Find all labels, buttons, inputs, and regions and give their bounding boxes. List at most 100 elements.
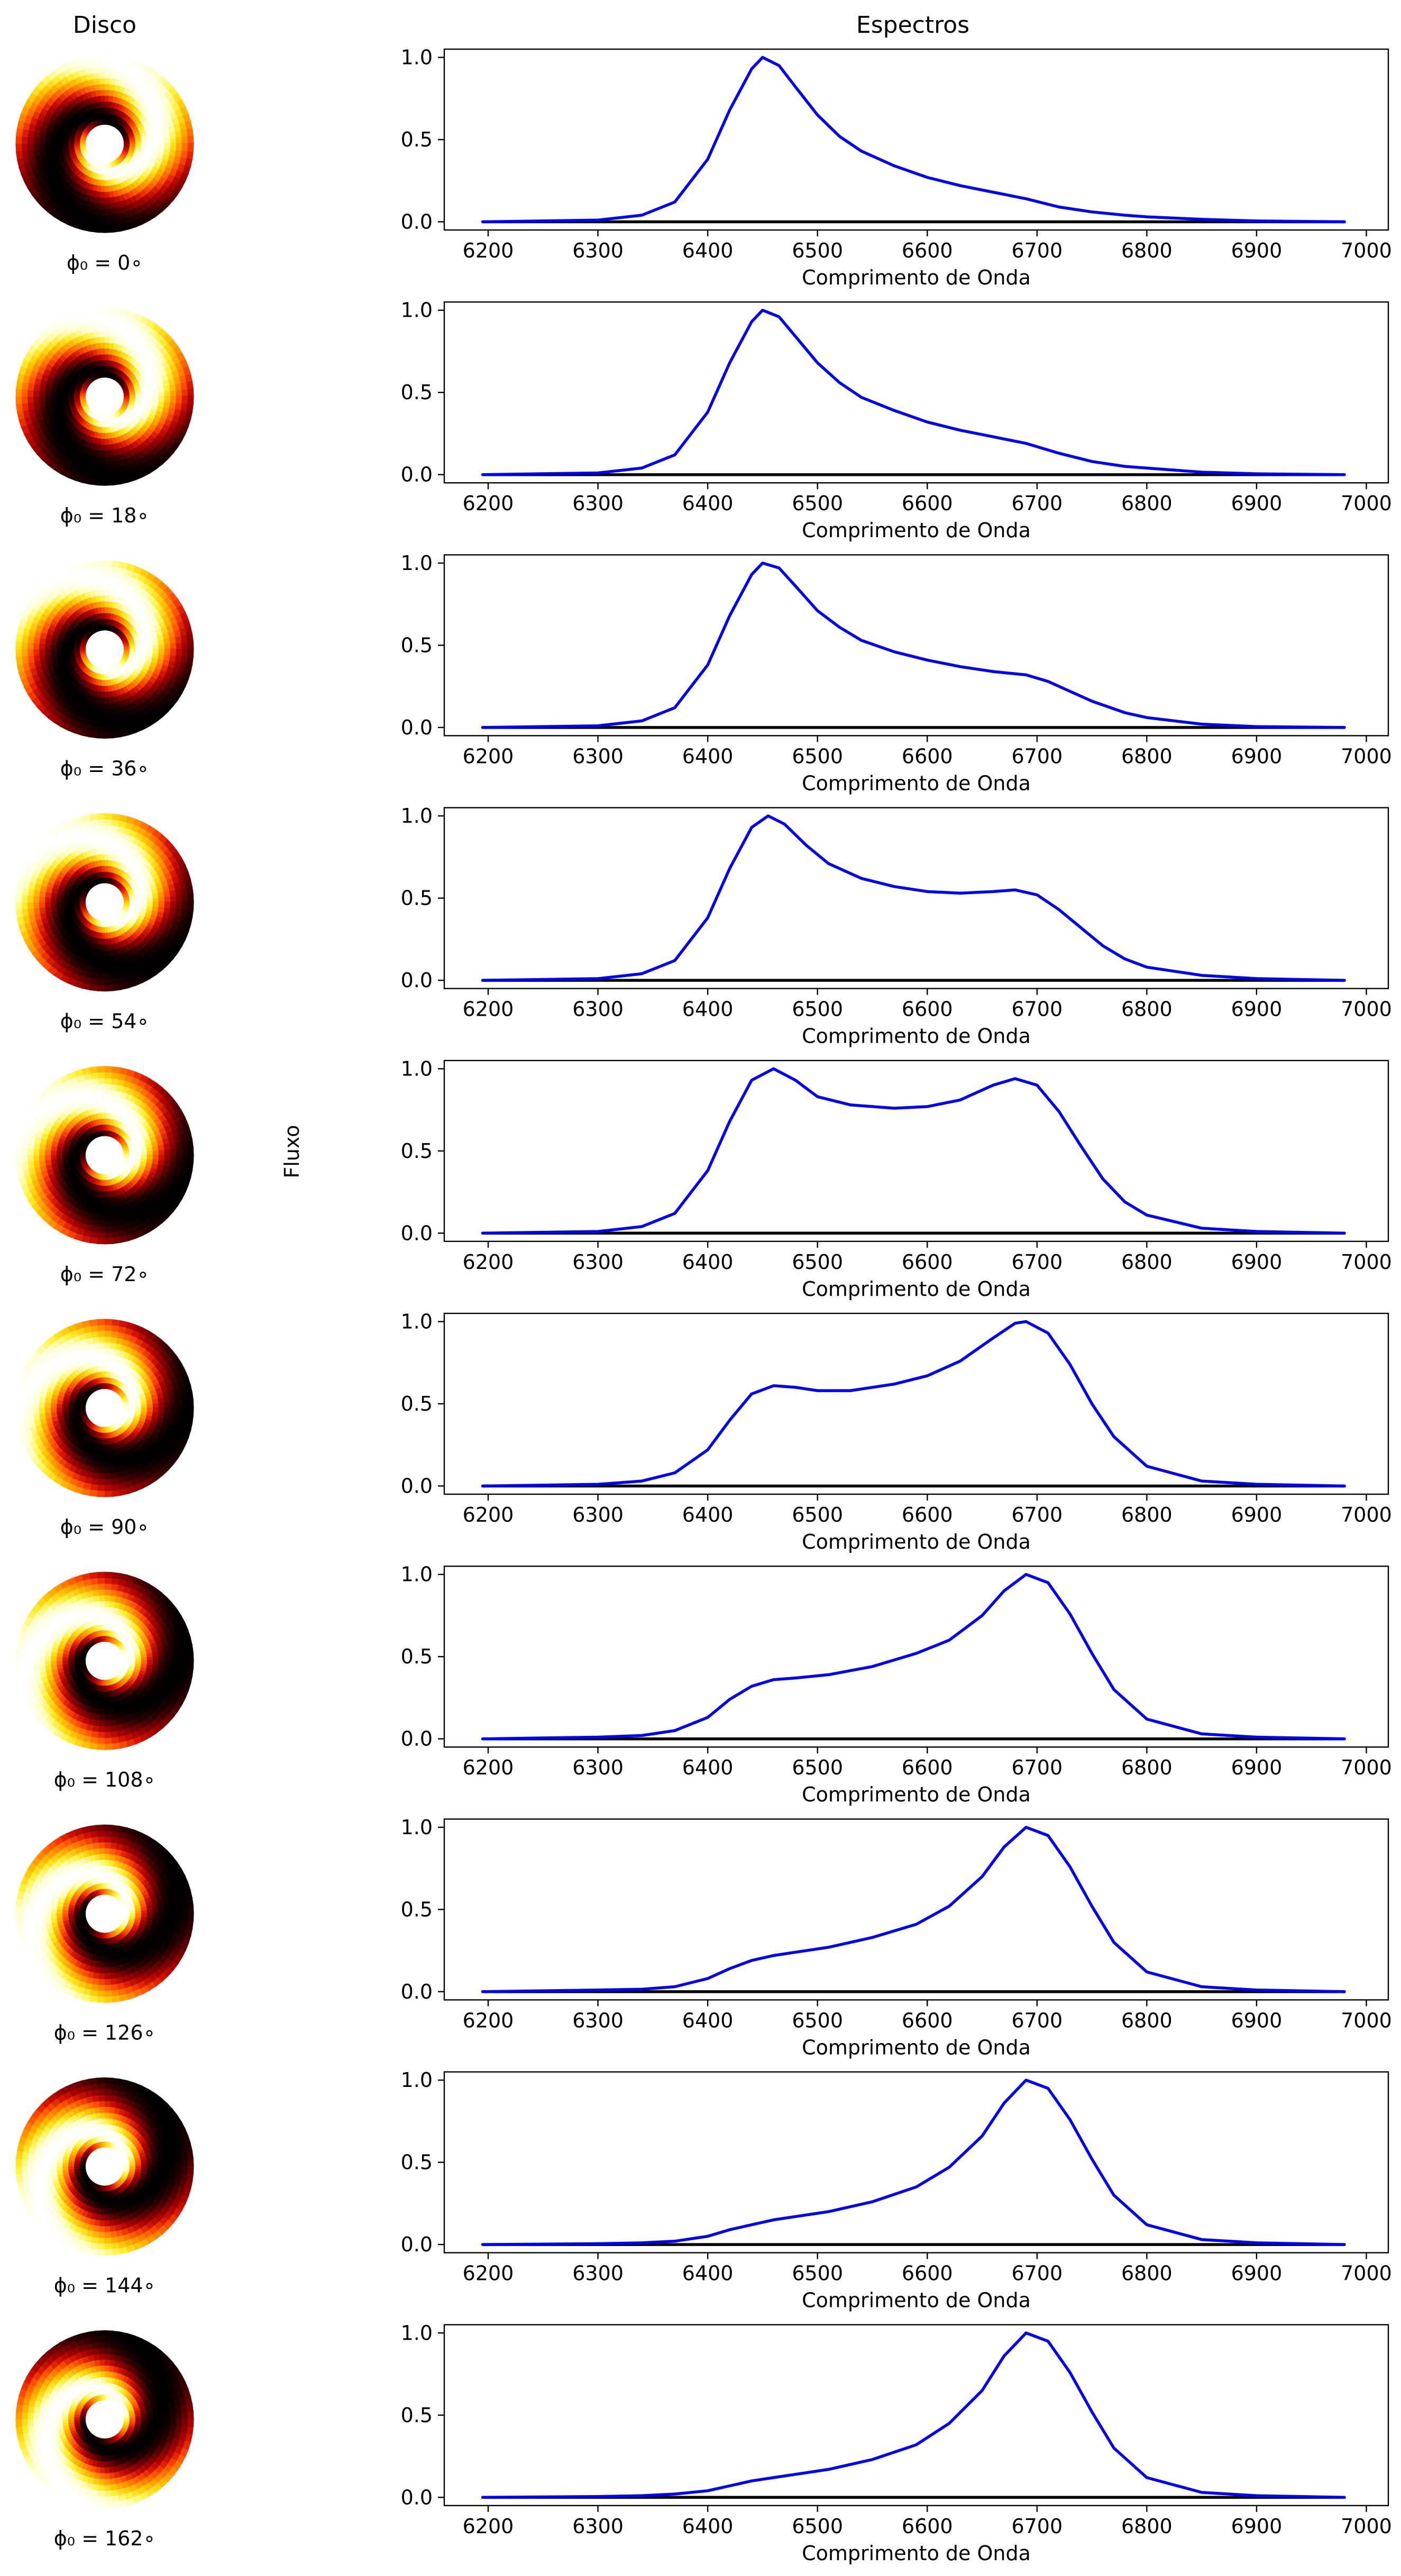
disk-cell: [122, 69, 132, 77]
disk-cell: [34, 125, 42, 133]
disk-cell: [119, 407, 126, 413]
disk-cell: [82, 200, 90, 208]
disk-cell: [33, 1149, 40, 1156]
disk-cell: [51, 130, 59, 136]
disk-image: [15, 560, 194, 739]
disk-cell: [105, 421, 108, 428]
disk-cell: [158, 1407, 165, 1413]
disk-cell: [62, 1151, 69, 1156]
disk-cell: [86, 370, 93, 376]
disk-cell: [56, 144, 63, 149]
x-tick-label: 6400: [682, 998, 734, 1021]
disk-cell: [114, 374, 120, 381]
disk-cell: [19, 165, 28, 176]
disk-cell: [61, 98, 70, 106]
disk-cell: [44, 144, 51, 150]
disk-cell: [180, 171, 189, 182]
disk-cell: [101, 107, 105, 114]
disk-cell: [100, 944, 106, 951]
disk-cell: [104, 107, 108, 114]
disk-cell: [98, 119, 102, 126]
disk-cell: [90, 159, 96, 166]
disk-cell: [39, 132, 46, 140]
y-tick-label: 0.5: [401, 1139, 433, 1163]
disk-cell: [139, 164, 147, 172]
disk-cell: [129, 1407, 136, 1411]
disk-cell: [89, 225, 99, 233]
disk-cell: [71, 378, 78, 384]
disk-cell: [80, 107, 87, 114]
disk-cell: [101, 433, 105, 439]
disk-cell: [119, 182, 126, 190]
disk-cell: [121, 414, 127, 421]
disk-cell: [20, 106, 30, 117]
disk-cell: [110, 66, 118, 74]
disk-cell: [152, 901, 159, 907]
disk-cell: [139, 128, 146, 135]
disk-cell: [76, 128, 84, 134]
disk-cell: [98, 973, 106, 980]
disk-cell: [117, 177, 123, 184]
panel-1: ϕ₀ = 18∘6200 6300 6400 6500 6600 6700 6800 6900…: [15, 299, 1392, 542]
x-tick-label: 6600: [902, 239, 953, 262]
disk-cell: [99, 456, 106, 463]
x-tick-label: 6400: [682, 492, 734, 515]
disk-cell: [66, 122, 74, 129]
x-tick-label: 6900: [1231, 239, 1283, 262]
disk-cell: [50, 148, 58, 154]
disk-cell: [106, 162, 109, 169]
disk-cell: [50, 392, 57, 398]
disk-cell: [117, 116, 123, 124]
disk-cell: [104, 342, 109, 349]
disk-cell: [74, 138, 80, 142]
x-tick-label: 6800: [1121, 492, 1173, 515]
disk-cell: [62, 646, 69, 650]
disk-cell: [121, 187, 129, 195]
disk-cell: [70, 407, 77, 413]
disk-cell: [53, 160, 61, 168]
disk-cell: [83, 161, 89, 168]
disk-cell: [80, 400, 87, 404]
disk-cell: [85, 126, 91, 132]
disk-cell: [44, 139, 51, 145]
disk-cell: [91, 214, 99, 222]
disk-cell: [109, 203, 117, 210]
disk-cell: [102, 113, 105, 119]
disk-cell: [73, 58, 84, 67]
disk-cell: [62, 144, 69, 148]
disk-cell: [120, 112, 126, 119]
y-axis-label: Fluxo: [280, 1125, 304, 1178]
disk-cell: [170, 648, 177, 656]
disk-cell: [101, 1444, 105, 1451]
disk-cell: [118, 379, 124, 385]
phi-label: ϕ₀ = 36∘: [60, 757, 149, 780]
disk-cell: [68, 1404, 75, 1409]
disk-cell: [105, 209, 112, 216]
disk-cell: [126, 154, 133, 160]
disk-cell: [158, 132, 165, 140]
disk-cell: [89, 171, 95, 179]
disk-cell: [92, 160, 97, 167]
disk-cell: [135, 393, 142, 397]
disk-cell: [84, 371, 90, 378]
disk-cell: [104, 325, 111, 332]
disk-image: [15, 54, 194, 233]
disk-cell: [86, 104, 93, 111]
disk-cell: [79, 158, 86, 164]
disk-cell: [104, 1066, 113, 1073]
disk-cell: [22, 122, 30, 132]
panel-0: ϕ₀ = 0∘6200 6300 6400 6500 6600 6700 6800 6900 7…: [15, 46, 1392, 289]
disk-cell: [80, 205, 89, 214]
disk-cell: [100, 1456, 106, 1462]
disk-cell: [30, 117, 38, 126]
disk-cell: [85, 409, 91, 415]
disk-cell: [118, 155, 124, 162]
x-tick-label: 6700: [1011, 239, 1063, 262]
disk-cell: [146, 901, 153, 907]
disk-cell: [69, 404, 76, 410]
disk-cell: [104, 560, 113, 567]
disk-cell: [83, 218, 93, 226]
disk-cell: [186, 127, 194, 137]
disk-cell: [68, 140, 75, 144]
